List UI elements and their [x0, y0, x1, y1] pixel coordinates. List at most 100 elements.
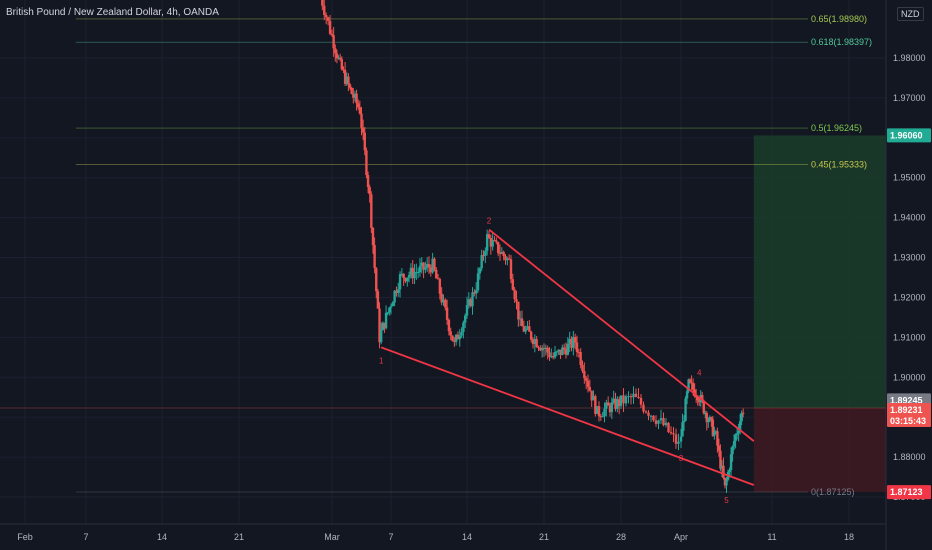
candle-body [684, 398, 687, 421]
candle-body [723, 477, 727, 486]
candle-body [360, 113, 363, 128]
candle-body [551, 356, 555, 358]
candle-body [332, 35, 335, 49]
candle-body [391, 302, 395, 307]
y-tick-label: 1.91000 [893, 332, 926, 342]
candle-body [649, 415, 653, 417]
candle-body [722, 465, 725, 478]
candle-body [460, 331, 463, 336]
candle-body [449, 331, 452, 336]
candle-body [321, 0, 324, 6]
candle-body [429, 267, 433, 273]
candle-body [383, 322, 386, 329]
candle-body [350, 87, 353, 94]
candle-body [583, 371, 586, 379]
candle-body [713, 432, 716, 436]
candle-body [469, 299, 472, 307]
price-tag-label: 1.87123 [890, 487, 923, 497]
grid-layer [0, 0, 886, 524]
x-tick-label: 7 [388, 532, 393, 542]
candle-body [480, 255, 483, 269]
candle-body [579, 352, 582, 366]
candle-body [616, 399, 619, 409]
candle-body [515, 299, 518, 302]
candle-body [474, 290, 478, 294]
candle-body [453, 341, 456, 343]
candle-body [714, 431, 718, 433]
candle-body [564, 349, 568, 355]
candle-body [688, 379, 692, 383]
candle-body [420, 262, 423, 267]
fib-label: 0.618(1.98397) [811, 37, 872, 47]
wave-label-2: 2 [487, 217, 492, 226]
candle-body [337, 57, 340, 59]
candle-body [451, 335, 454, 342]
x-axis[interactable]: Feb 7 14 21 Mar 7 14 21 28 Apr 11 18 [0, 523, 932, 550]
candle-body [659, 418, 663, 421]
candle-body [614, 398, 617, 409]
candle-body [347, 76, 350, 85]
falling-wedge[interactable] [380, 228, 755, 486]
candle-body [550, 356, 553, 358]
candle-body [343, 70, 347, 84]
candle-body [687, 379, 690, 392]
candle-body [555, 351, 559, 353]
price-tag [887, 485, 931, 500]
candle-body [734, 434, 737, 442]
chart-title[interactable]: British Pound / New Zealand Dollar, 4h, … [6, 7, 219, 18]
x-tick-label: Mar [324, 532, 340, 542]
candle-body [444, 299, 447, 308]
candle-body [629, 396, 633, 398]
candle-body [398, 274, 402, 290]
candle-body [559, 349, 562, 356]
candle-body [348, 84, 352, 88]
candle-body [328, 20, 332, 34]
candle-body [586, 380, 590, 387]
candle-body [612, 398, 615, 403]
candle-body [431, 258, 434, 273]
price-tag [887, 128, 931, 143]
candle-body [518, 318, 522, 320]
candle-body [357, 103, 360, 108]
candle-body [370, 194, 373, 228]
candle-body [562, 347, 566, 350]
candle-body [540, 347, 544, 351]
candle-body [584, 378, 588, 381]
candle-body [438, 279, 442, 294]
candle-body [422, 262, 425, 270]
x-axis-background [0, 524, 932, 550]
candle-body [363, 132, 366, 151]
currency-badge[interactable]: NZD [897, 7, 924, 21]
y-tick-label: 1.90000 [893, 372, 926, 382]
candle-body [352, 93, 355, 98]
candle-body [705, 412, 708, 423]
candle-body [588, 386, 592, 391]
candle-body [368, 187, 371, 195]
candle-body [445, 307, 449, 320]
candle-body [335, 53, 339, 59]
candle-body [386, 312, 389, 314]
candle-body [603, 408, 606, 417]
candle-body [592, 396, 595, 401]
candle-body [694, 396, 698, 398]
candle-body [674, 434, 678, 444]
fib-retracement[interactable]: 0.65(1.98980) 0.618(1.98397) 0.5(1.96245) 0… [75, 14, 872, 497]
candle-body [324, 14, 328, 18]
y-tick-label: 1.88000 [893, 452, 926, 462]
candle-body [682, 420, 686, 423]
candle-body [442, 299, 445, 303]
x-tick-label: 7 [83, 532, 88, 542]
candle-body [415, 272, 418, 274]
x-tick-label: Apr [674, 532, 688, 542]
y-axis[interactable]: 1.980001.970001.960001.950001.940001.930… [885, 0, 932, 550]
candle-body [566, 343, 570, 355]
candle-body [533, 339, 537, 344]
candle-body [334, 48, 337, 54]
wave-label-3: 3 [679, 454, 684, 463]
candle-body [535, 339, 538, 348]
x-tick-label: 21 [539, 532, 549, 542]
candle-body [707, 420, 710, 423]
candle-body [679, 436, 683, 442]
